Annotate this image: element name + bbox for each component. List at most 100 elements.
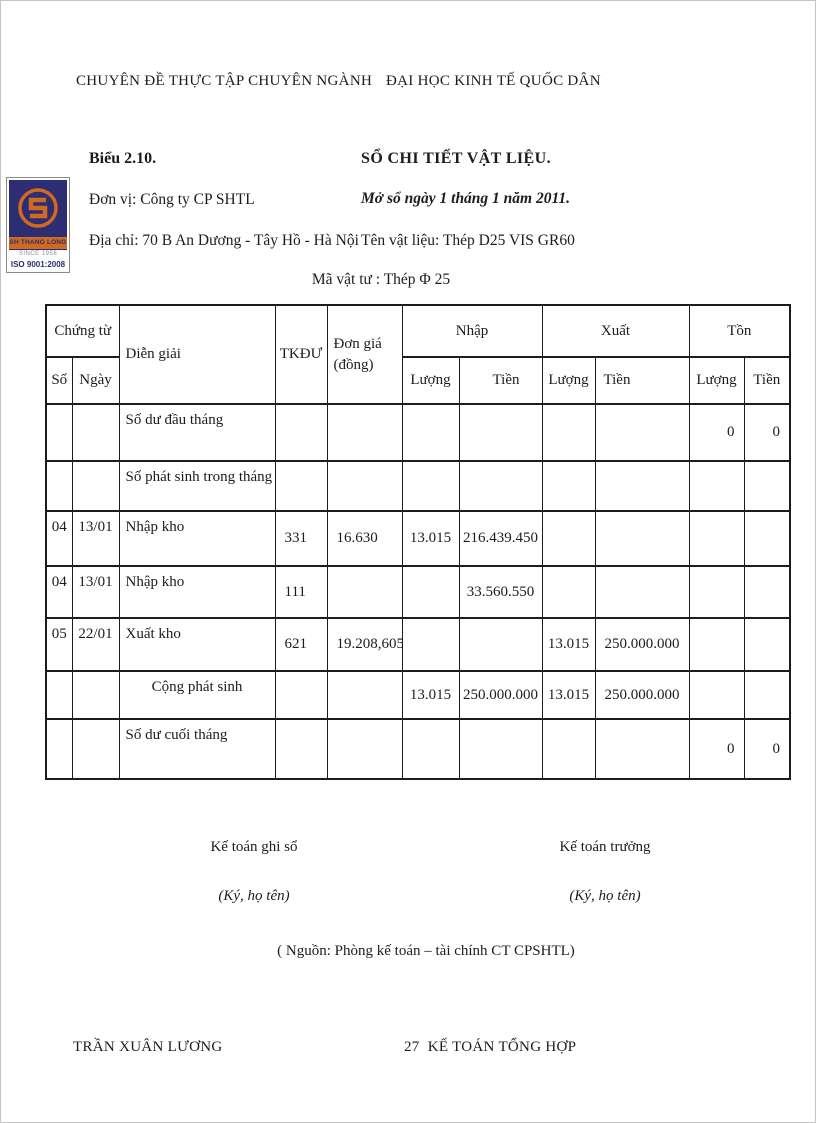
cell-dongia bbox=[326, 670, 403, 720]
cell-ton-luong bbox=[688, 510, 745, 567]
cell-xuat-luong bbox=[541, 510, 596, 567]
col-header-nhap: Nhập bbox=[401, 304, 543, 358]
cell-tkdu bbox=[274, 460, 328, 512]
footer-page-number: 27 bbox=[404, 1039, 420, 1055]
cell-xuat-tien bbox=[594, 565, 690, 619]
cell-ton-tien bbox=[743, 670, 791, 720]
cell-nhap-tien bbox=[458, 403, 543, 462]
cell-diengiai: Số phát sinh trong tháng bbox=[118, 460, 276, 512]
cell-xuat-tien bbox=[594, 403, 690, 462]
cell-ton-tien: 0 bbox=[743, 718, 791, 780]
document-title: SỔ CHI TIẾT VẬT LIỆU. bbox=[361, 150, 551, 167]
address-line: Địa chỉ: 70 B An Dương - Tây Hồ - Hà Nội bbox=[89, 232, 359, 249]
table-row: 04 13/01 Nhập kho 331 16.630 13.015 216.439.45… bbox=[45, 510, 791, 567]
cell-so: 04 bbox=[45, 510, 73, 567]
col-header-ngay: Ngày bbox=[71, 356, 120, 405]
cell-xuat-tien: 250.000.000 bbox=[594, 617, 690, 672]
running-header-left: CHUYÊN ĐỀ THỰC TẬP CHUYÊN NGÀNH bbox=[76, 73, 373, 89]
cell-tkdu: 331 bbox=[274, 510, 328, 567]
cell-ton-tien bbox=[743, 617, 791, 672]
cell-nhap-tien: 250.000.000 bbox=[458, 670, 543, 720]
cell-ton-luong bbox=[688, 617, 745, 672]
signature-title-right: Kế toán trưởng bbox=[559, 839, 651, 855]
cell-so: 05 bbox=[45, 617, 73, 672]
source-line: ( Nguồn: Phòng kế toán – tài chính CT CP… bbox=[277, 943, 575, 959]
cell-so bbox=[45, 670, 73, 720]
cell-diengiai: Số dư cuối tháng bbox=[118, 718, 276, 780]
col-header-dongia: Đơn giá (đồng) bbox=[326, 304, 403, 405]
logo-monogram-icon bbox=[9, 180, 67, 236]
col-header-xuat-tien: Tiền bbox=[594, 356, 690, 405]
cell-nhap-luong bbox=[401, 565, 460, 619]
table-row: 04 13/01 Nhập kho 111 33.560.550 bbox=[45, 565, 791, 619]
cell-diengiai: Số dư đầu tháng bbox=[118, 403, 276, 462]
footer-right-text: KẾ TOÁN TỔNG HỢP bbox=[427, 1039, 577, 1055]
cell-ngay bbox=[71, 403, 120, 462]
cell-nhap-luong bbox=[401, 718, 460, 780]
cell-so: 04 bbox=[45, 565, 73, 619]
col-header-xuat: Xuất bbox=[541, 304, 690, 358]
logo-company-name: SH THANG LONG bbox=[9, 236, 67, 250]
logo-iso-text: ISO 9001:2008 bbox=[10, 260, 66, 269]
cell-nhap-tien bbox=[458, 718, 543, 780]
cell-nhap-luong bbox=[401, 403, 460, 462]
signature-block-right: Kế toán trưởng (Ký, họ tên) bbox=[505, 839, 705, 905]
cell-xuat-luong: 13.015 bbox=[541, 617, 596, 672]
cell-dongia bbox=[326, 460, 403, 512]
running-footer-right: 27 KẾ TOÁN TỔNG HỢP bbox=[404, 1039, 576, 1056]
cell-tkdu: 111 bbox=[274, 565, 328, 619]
cell-xuat-luong: 13.015 bbox=[541, 670, 596, 720]
cell-nhap-tien: 216.439.450 bbox=[458, 510, 543, 567]
cell-tkdu bbox=[274, 403, 328, 462]
cell-diengiai: Cộng phát sinh bbox=[118, 670, 276, 720]
signature-note-right: (Ký, họ tên) bbox=[569, 888, 641, 904]
cell-xuat-tien: 250.000.000 bbox=[594, 670, 690, 720]
cell-so bbox=[45, 718, 73, 780]
table-row: Cộng phát sinh 13.015 250.000.000 13.015 250… bbox=[45, 670, 791, 720]
col-header-ton-tien: Tiền bbox=[743, 356, 791, 405]
material-code-line: Mã vật tư : Thép Φ 25 bbox=[311, 271, 451, 288]
col-header-chungtu: Chứng từ bbox=[45, 304, 120, 358]
signature-note-left: (Ký, họ tên) bbox=[218, 888, 290, 904]
cell-ton-tien bbox=[743, 510, 791, 567]
cell-xuat-luong bbox=[541, 718, 596, 780]
cell-so bbox=[45, 403, 73, 462]
cell-dongia: 19.208,605 bbox=[326, 617, 403, 672]
table-row: 05 22/01 Xuất kho 621 19.208,605 13.015 250.00… bbox=[45, 617, 791, 672]
col-header-nhap-luong: Lượng bbox=[401, 356, 460, 405]
signature-title-left: Kế toán ghi sổ bbox=[210, 839, 298, 855]
table-header-row-2: Số Ngày Lượng Tiền Lượng Tiền Lượng Tiền bbox=[45, 356, 791, 405]
cell-diengiai: Xuất kho bbox=[118, 617, 276, 672]
cell-so bbox=[45, 460, 73, 512]
cell-ngay: 13/01 bbox=[71, 510, 120, 567]
cell-ngay: 22/01 bbox=[71, 617, 120, 672]
cell-tkdu bbox=[274, 670, 328, 720]
col-header-nhap-tien: Tiền bbox=[458, 356, 543, 405]
col-header-so: Số bbox=[45, 356, 73, 405]
company-logo: SH THANG LONG SINCE 1958 ISO 9001:2008 bbox=[6, 177, 70, 273]
logo-since-text: SINCE 1958 bbox=[18, 251, 58, 257]
table-row: Số dư đầu tháng 0 0 bbox=[45, 403, 791, 462]
table-row: Số phát sinh trong tháng bbox=[45, 460, 791, 512]
figure-label: Biểu 2.10. bbox=[89, 150, 157, 167]
cell-tkdu: 621 bbox=[274, 617, 328, 672]
cell-ton-luong bbox=[688, 460, 745, 512]
col-header-ton-luong: Lượng bbox=[688, 356, 745, 405]
cell-diengiai: Nhập kho bbox=[118, 565, 276, 619]
cell-xuat-luong bbox=[541, 565, 596, 619]
cell-nhap-tien bbox=[458, 460, 543, 512]
cell-tkdu bbox=[274, 718, 328, 780]
cell-nhap-tien bbox=[458, 617, 543, 672]
table-row: Số dư cuối tháng 0 0 bbox=[45, 718, 791, 780]
cell-ton-tien: 0 bbox=[743, 403, 791, 462]
table-header-row-1: Chứng từ Diễn giải TKĐƯ Đơn giá (đồng) N… bbox=[45, 304, 791, 405]
cell-ton-luong bbox=[688, 670, 745, 720]
cell-ton-tien bbox=[743, 460, 791, 512]
running-header-right: ĐẠI HỌC KINH TẾ QUỐC DÂN bbox=[386, 73, 601, 89]
cell-nhap-luong: 13.015 bbox=[401, 670, 460, 720]
cell-ngay bbox=[71, 670, 120, 720]
cell-xuat-tien bbox=[594, 460, 690, 512]
cell-xuat-luong bbox=[541, 403, 596, 462]
cell-nhap-luong bbox=[401, 617, 460, 672]
cell-dongia bbox=[326, 565, 403, 619]
